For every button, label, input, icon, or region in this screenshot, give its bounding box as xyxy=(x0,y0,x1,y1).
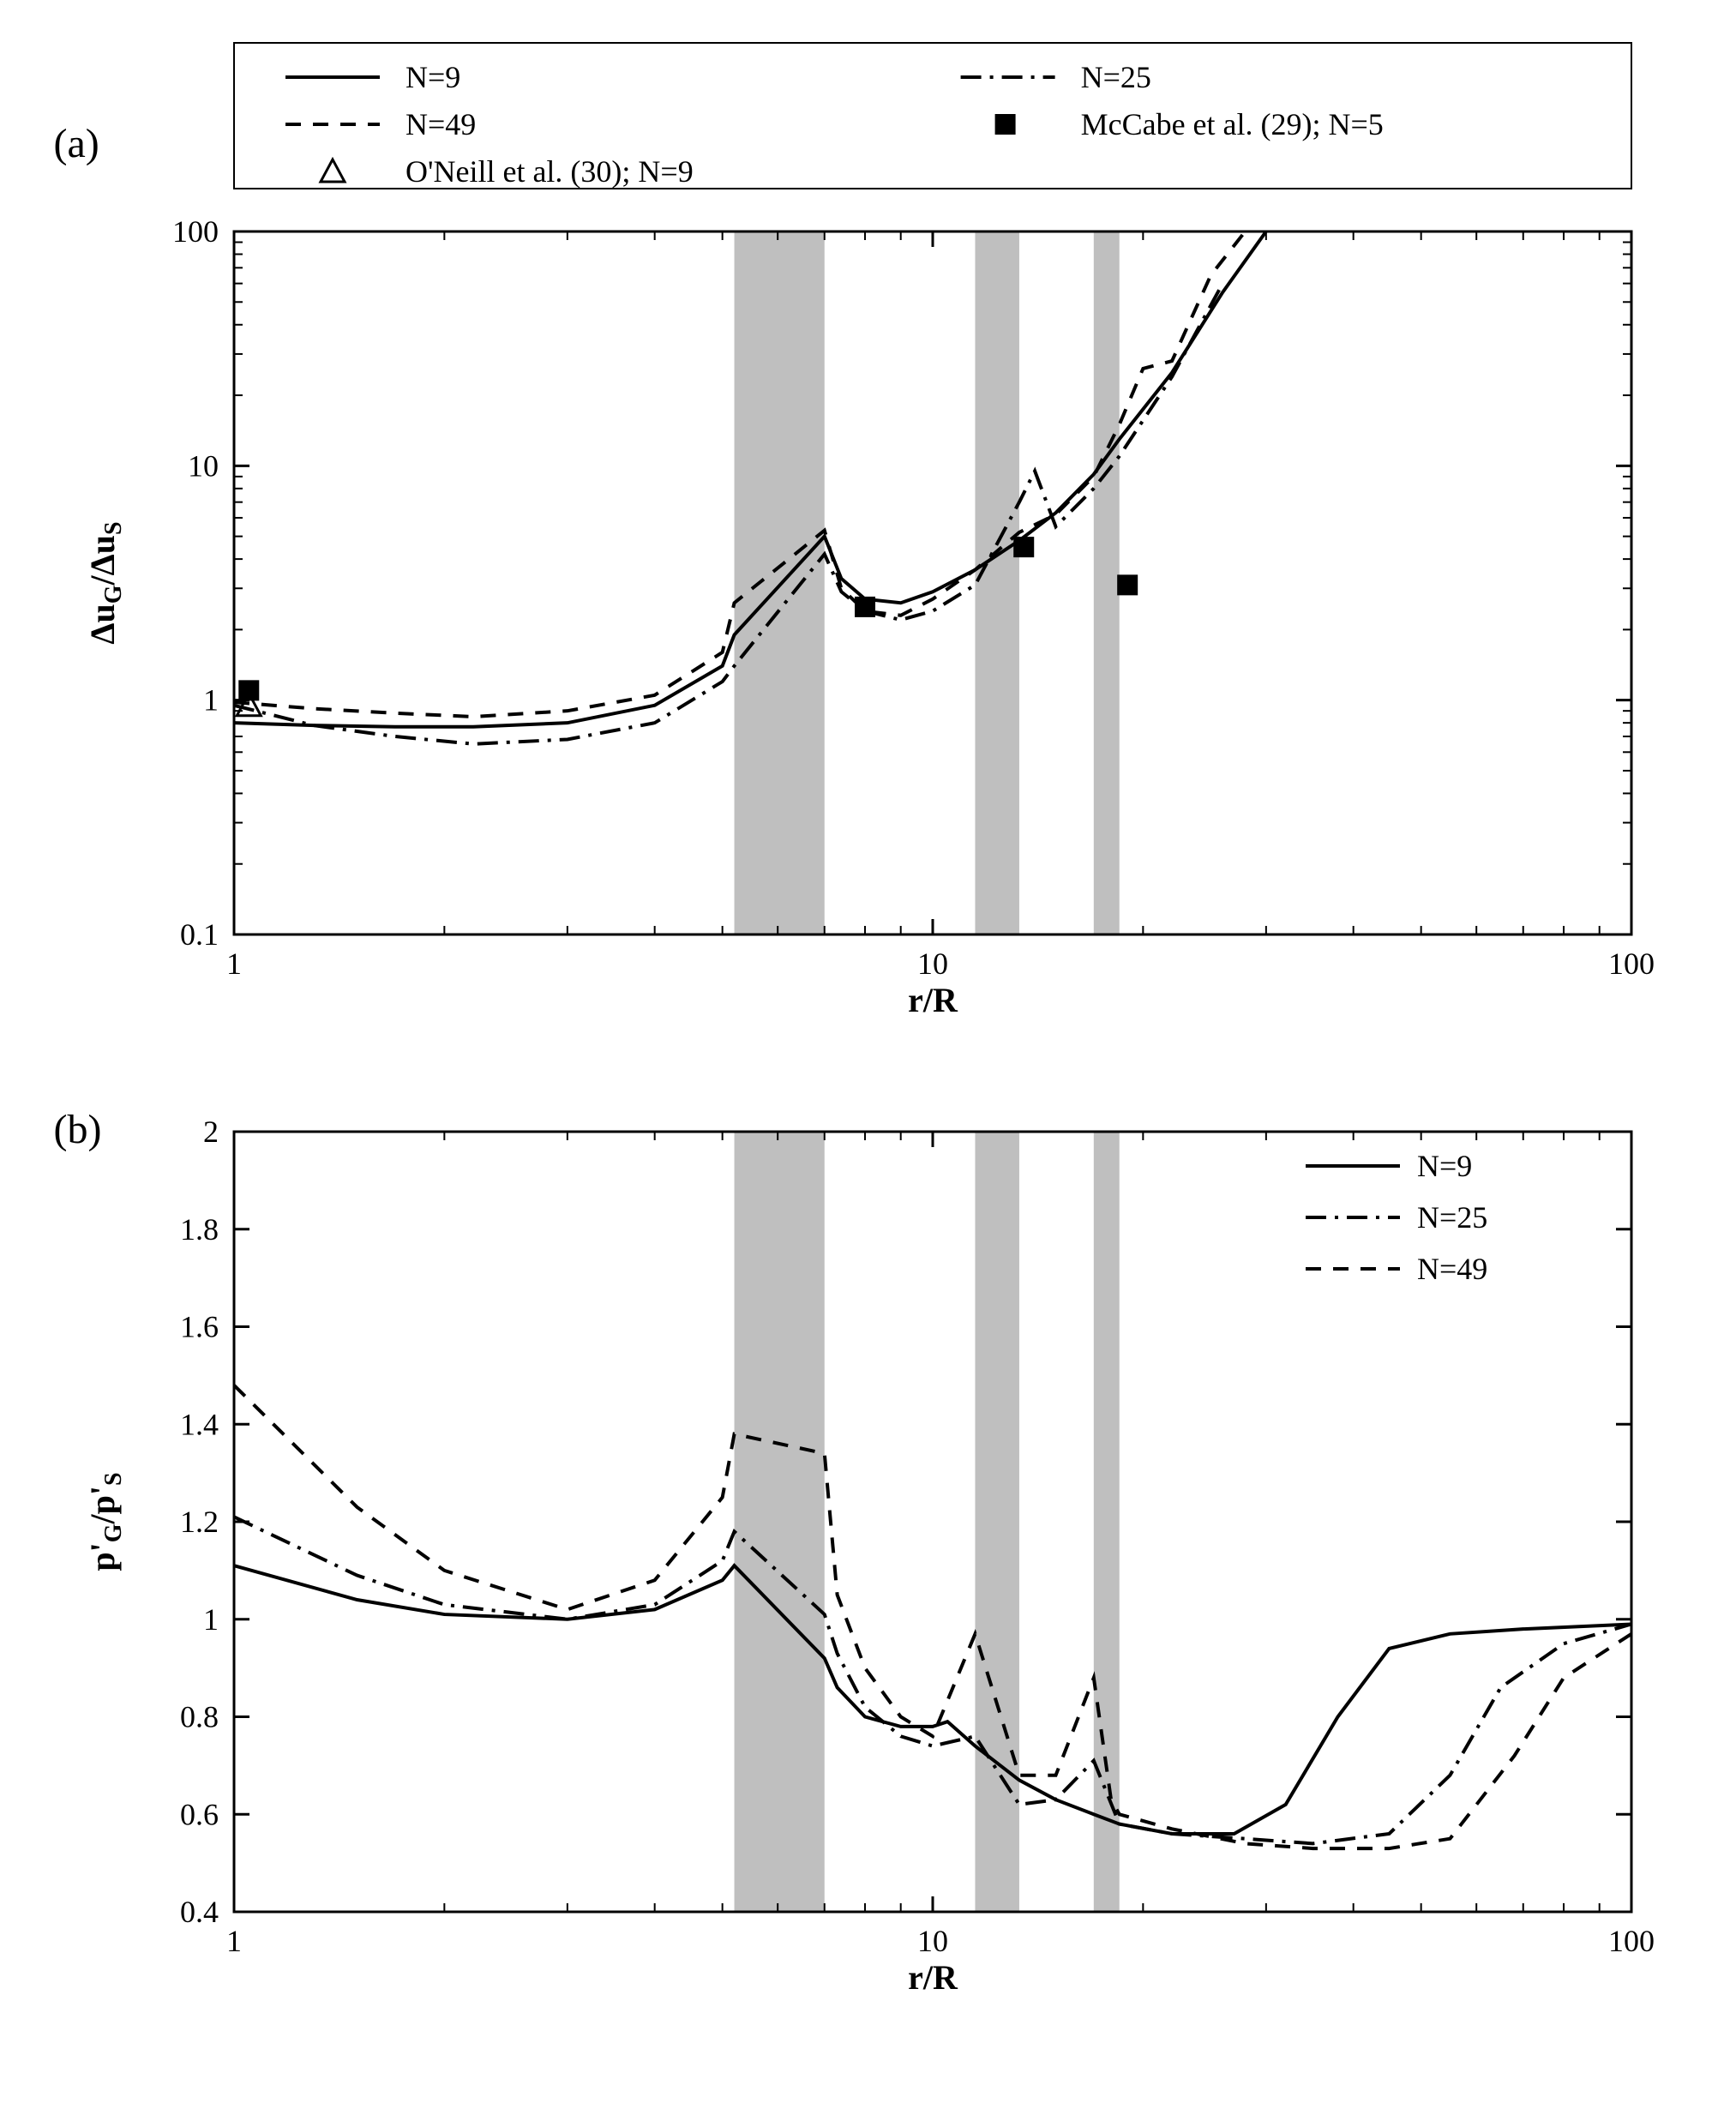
svg-text:1.2: 1.2 xyxy=(180,1505,219,1539)
chart-a: N=9 N=25 N=49 McCabe et al. (29); N=5 O'Neil… xyxy=(54,34,1683,1046)
svg-text:N=9: N=9 xyxy=(405,60,460,94)
svg-text:1: 1 xyxy=(226,946,242,981)
svg-text:1.8: 1.8 xyxy=(180,1212,219,1247)
svg-text:0.1: 0.1 xyxy=(180,917,219,952)
svg-text:1.6: 1.6 xyxy=(180,1310,219,1344)
panel-a-wrap: (a) N=9 N=25 N=49 McCabe et al. (29); N=5 O'… xyxy=(54,34,1683,1046)
svg-text:100: 100 xyxy=(1608,1924,1655,1958)
svg-text:McCabe et al. (29); N=5: McCabe et al. (29); N=5 xyxy=(1080,107,1383,141)
svg-text:100: 100 xyxy=(1608,946,1655,981)
svg-text:N=9: N=9 xyxy=(1417,1149,1472,1183)
svg-text:0.6: 0.6 xyxy=(180,1797,219,1831)
figure-container: (a) N=9 N=25 N=49 McCabe et al. (29); N=5 O'… xyxy=(54,34,1683,2023)
svg-text:1: 1 xyxy=(203,1602,219,1637)
svg-text:N=49: N=49 xyxy=(1417,1252,1487,1286)
svg-text:10: 10 xyxy=(917,946,948,981)
svg-text:1: 1 xyxy=(226,1924,242,1958)
svg-text:10: 10 xyxy=(917,1924,948,1958)
svg-text:1: 1 xyxy=(203,683,219,718)
panel-a-label: (a) xyxy=(54,120,99,167)
svg-text:N=25: N=25 xyxy=(1417,1200,1487,1235)
svg-text:r/R: r/R xyxy=(908,1958,958,1997)
panel-b-label: (b) xyxy=(54,1106,102,1153)
chart-b: 1 10 100 0.4 0.6 0.8 1 1.2 1.4 1.6 1.8 2 r/R p'G/p'S N… xyxy=(54,1097,1683,2023)
svg-text:N=49: N=49 xyxy=(405,107,476,141)
svg-text:ΔuG/ΔuS: ΔuG/ΔuS xyxy=(83,521,127,644)
panel-b-wrap: (b) 1 10 100 0.4 0.6 0.8 1 1.2 1.4 1.6 1.8 2 r/R p'G/… xyxy=(54,1097,1683,2023)
svg-text:10: 10 xyxy=(188,448,219,483)
svg-text:2: 2 xyxy=(203,1115,219,1149)
svg-text:O'Neill et al. (30); N=9: O'Neill et al. (30); N=9 xyxy=(405,154,694,189)
svg-text:0.8: 0.8 xyxy=(180,1700,219,1734)
svg-text:p'G/p'S: p'G/p'S xyxy=(83,1472,127,1571)
svg-text:N=25: N=25 xyxy=(1080,60,1150,94)
svg-text:100: 100 xyxy=(172,214,219,249)
svg-text:r/R: r/R xyxy=(908,981,958,1019)
svg-text:1.4: 1.4 xyxy=(180,1407,219,1441)
svg-text:0.4: 0.4 xyxy=(180,1895,219,1929)
